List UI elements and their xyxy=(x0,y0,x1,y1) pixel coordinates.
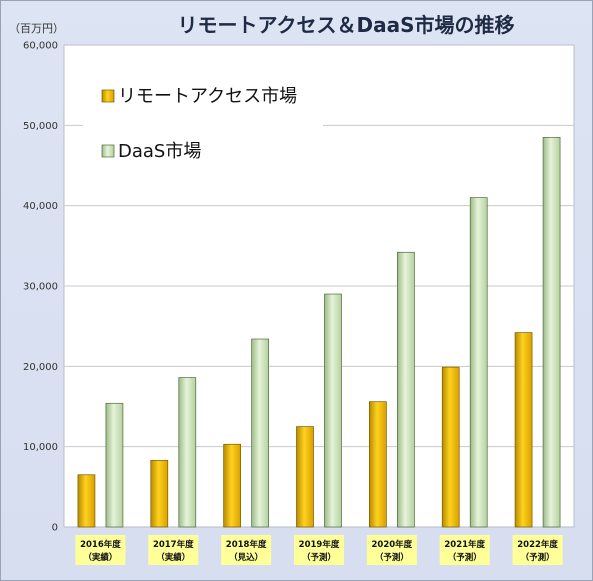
legend-label-remote-access: リモートアクセス市場 xyxy=(118,86,297,107)
y-tick-label: 10,000 xyxy=(23,442,58,453)
category-year-label: 2016年度 xyxy=(80,539,121,550)
y-tick-label: 0 xyxy=(52,523,58,534)
category-year-label: 2017年度 xyxy=(153,539,194,550)
bar-remote-access xyxy=(296,426,314,528)
bar-remote-access xyxy=(514,332,533,528)
x-category-label: 2019年度 （予測） xyxy=(294,535,344,565)
bar-daas xyxy=(105,402,124,528)
category-label-bg xyxy=(221,535,272,565)
x-category-label: 2018年度 （見込） xyxy=(221,535,272,565)
category-year-label: 2021年度 xyxy=(444,539,485,550)
bar-remote-access xyxy=(369,401,387,528)
category-status-label: （予測） xyxy=(521,552,555,563)
x-category-label: 2017年度 （実績） xyxy=(148,535,199,565)
y-tick-label: 30,000 xyxy=(23,282,58,293)
x-category-label: 2022年度 （予測） xyxy=(512,535,563,565)
x-category-label: 2016年度 （実績） xyxy=(75,535,126,565)
category-status-label: （予測） xyxy=(375,552,409,563)
category-label-bg xyxy=(148,535,199,565)
bar-remote-access xyxy=(441,366,460,528)
category-label-bg xyxy=(366,535,417,565)
y-tick-label: 60,000 xyxy=(23,41,58,52)
legend-label-daas: DaaS市場 xyxy=(118,141,201,162)
x-category-label: 2020年度 （予測） xyxy=(366,535,417,565)
category-label-bg xyxy=(439,535,490,565)
bar-daas xyxy=(178,377,197,528)
bar-remote-access xyxy=(150,459,169,528)
chart-title: リモートアクセス＆DaaS市場の推移 xyxy=(178,13,515,37)
legend-swatch-daas xyxy=(101,144,115,158)
bar-remote-access xyxy=(223,443,241,528)
category-status-label: （実績） xyxy=(83,552,117,563)
category-status-label: （予測） xyxy=(302,552,336,563)
y-tick-label: 50,000 xyxy=(23,121,58,132)
category-status-label: （予測） xyxy=(448,552,482,563)
y-axis-unit-label: （百万円） xyxy=(9,22,64,35)
bar-daas xyxy=(469,197,488,528)
category-label-bg xyxy=(512,535,563,565)
category-label-bg xyxy=(294,535,344,565)
legend-swatch-remote-access xyxy=(101,89,115,103)
bar-daas xyxy=(324,293,342,528)
x-category-label: 2021年度 （予測） xyxy=(439,535,490,565)
category-year-label: 2020年度 xyxy=(372,539,413,550)
bar-daas xyxy=(251,338,269,528)
x-axis-labels: 2016年度 （実績） 2017年度 （実績） 2018年度 （見込） 2019年度 （予測）… xyxy=(75,535,563,565)
bar-daas xyxy=(542,137,561,528)
bars xyxy=(77,137,561,528)
category-year-label: 2019年度 xyxy=(299,539,340,550)
legend: リモートアクセス市場 DaaS市場 xyxy=(101,86,297,162)
bar-remote-access xyxy=(77,474,96,528)
category-label-bg xyxy=(75,535,126,565)
y-tick-label: 40,000 xyxy=(23,201,58,212)
bar-daas xyxy=(397,251,415,528)
y-axis-ticks: 0 10,000 20,000 30,000 40,000 50,000 60,000 xyxy=(23,41,58,534)
category-status-label: （実績） xyxy=(156,552,190,563)
y-tick-label: 20,000 xyxy=(23,362,58,373)
category-year-label: 2018年度 xyxy=(226,539,267,550)
category-year-label: 2022年度 xyxy=(517,539,558,550)
category-status-label: （見込） xyxy=(229,552,263,563)
legend-box xyxy=(83,65,323,181)
